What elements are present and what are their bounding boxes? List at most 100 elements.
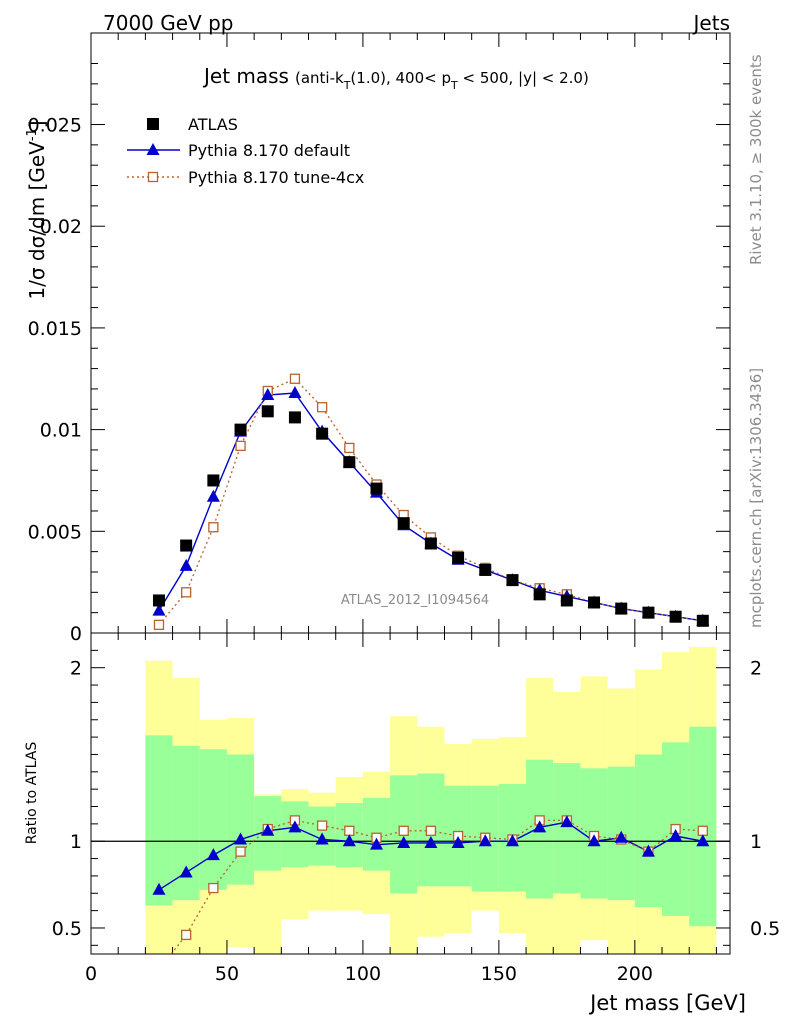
ratio-y-tick-label-right: 1 [750, 831, 762, 853]
plot-title: Jet mass (anti-kT(1.0), 400< pT < 500, |y… [202, 64, 589, 92]
inner-band-bin [226, 754, 255, 885]
tune-point [344, 442, 355, 454]
ratio-default-point [587, 834, 601, 847]
ratio-default-point [342, 834, 356, 847]
data-point [642, 606, 655, 619]
ratio-default-point [478, 834, 492, 847]
main-y-tick-label: 0.005 [28, 521, 82, 543]
ratio-default-point [234, 832, 248, 845]
ratio-y-tick-label-right: 0.5 [750, 918, 780, 940]
data-point [343, 456, 356, 469]
ratio-tune-point [235, 846, 246, 857]
ratio-default-point [424, 835, 438, 848]
data-point [669, 610, 682, 623]
main-y-tick-label: 0.015 [28, 318, 82, 340]
inner-band-bin [199, 749, 227, 890]
header-right: Jets [692, 11, 730, 35]
ratio-panel-frame [90, 632, 731, 955]
mcplots-reference-label: mcplots.cern.ch [arXiv:1306.3436] [747, 368, 765, 628]
tune-point [316, 402, 328, 413]
data-point [180, 539, 193, 552]
tune-point [235, 440, 246, 452]
legend-label: Pythia 8.170 tune-4cx [188, 168, 364, 187]
ratio-y-tick-label-left: 1 [70, 831, 82, 853]
data-point [207, 474, 220, 487]
legend-item-tune: Pythia 8.170 tune-4cx [127, 168, 364, 187]
ratio-default-point [261, 823, 275, 836]
main-y-tick-labels: 0 0.005 0.01 0.015 0.02 0.025 [28, 115, 82, 645]
data-point [261, 405, 274, 418]
legend-label: ATLAS [188, 115, 238, 134]
data-point [234, 423, 247, 436]
x-tick-labels: 0 50 100 150 200 [85, 963, 653, 985]
main-series-group [152, 373, 710, 631]
legend-item-default: Pythia 8.170 default [127, 141, 350, 160]
legend-marker [147, 171, 159, 183]
ratio-default-point [641, 844, 655, 857]
ratio-default-point [669, 829, 683, 842]
ratio-tune-point [208, 882, 219, 894]
default-point [288, 386, 302, 398]
default-point [206, 489, 220, 502]
data-point [452, 551, 465, 564]
tune-point [208, 522, 219, 533]
ratio-tune-point [425, 825, 437, 836]
x-tick-label: 0 [85, 963, 97, 985]
inner-band-bin [145, 735, 173, 906]
legend: ATLAS Pythia 8.170 default Pythia 8.170 tu… [127, 115, 364, 187]
default-point [152, 603, 166, 616]
tune-point [153, 619, 165, 631]
data-point [316, 427, 329, 440]
axis-ticks [90, 33, 730, 954]
default-point [179, 558, 193, 571]
ratio-tune-point [344, 825, 355, 836]
ratio-tune-point [697, 825, 708, 836]
ratio-default-point [152, 882, 166, 895]
data-point [424, 537, 437, 550]
data-point [560, 594, 573, 607]
x-tick-label: 200 [617, 963, 653, 985]
data-point [506, 574, 519, 587]
ratio-default-point [533, 820, 547, 833]
ratio-default-point [560, 815, 574, 828]
ratio-default-point [288, 820, 302, 833]
x-axis-title: Jet mass [GeV] [588, 991, 746, 1015]
ratio-default-point [696, 834, 710, 847]
data-point [152, 594, 165, 607]
data-point [479, 563, 492, 576]
ratio-uncertainty-bands [145, 646, 717, 954]
legend-item-data: ATLAS [147, 115, 238, 134]
ratio-y-tick-label-left: 0.5 [52, 918, 82, 940]
legend-label: Pythia 8.170 default [188, 141, 350, 160]
tune-point [181, 587, 192, 598]
data-point [588, 596, 601, 609]
analysis-watermark: ATLAS_2012_I1094564 [341, 593, 489, 608]
ratio-tune-point [181, 929, 192, 941]
inner-band-bin [634, 754, 663, 908]
ratio-tune-point [316, 820, 328, 831]
default-point [261, 388, 275, 401]
rivet-version-label: Rivet 3.1.10, ≥ 300k events [747, 54, 765, 265]
ratio-default-point [179, 865, 193, 878]
data-point [533, 588, 546, 601]
data-point [615, 602, 628, 615]
ratio-series-group [152, 815, 710, 974]
inner-band-bin [281, 801, 309, 868]
tune-point [289, 373, 301, 384]
ratio-default-point [451, 835, 465, 848]
main-line-tune [158, 377, 703, 626]
x-tick-label: 100 [345, 963, 381, 985]
ratio-default-point [370, 837, 384, 850]
legend-marker [147, 118, 159, 130]
ratio-y-tick-label-left: 2 [70, 658, 82, 680]
header-left: 7000 GeV pp [103, 11, 234, 35]
data-point [370, 482, 383, 495]
main-y-tick-label: 0 [70, 623, 82, 645]
main-y-tick-label: 0.025 [28, 115, 82, 137]
ratio-tune-point [154, 965, 163, 974]
ratio-default-point [206, 848, 220, 861]
x-tick-label: 50 [215, 963, 239, 985]
main-y-axis-title: 1/σ dσ/dm [GeV-1] [25, 120, 49, 299]
data-point [397, 517, 410, 530]
